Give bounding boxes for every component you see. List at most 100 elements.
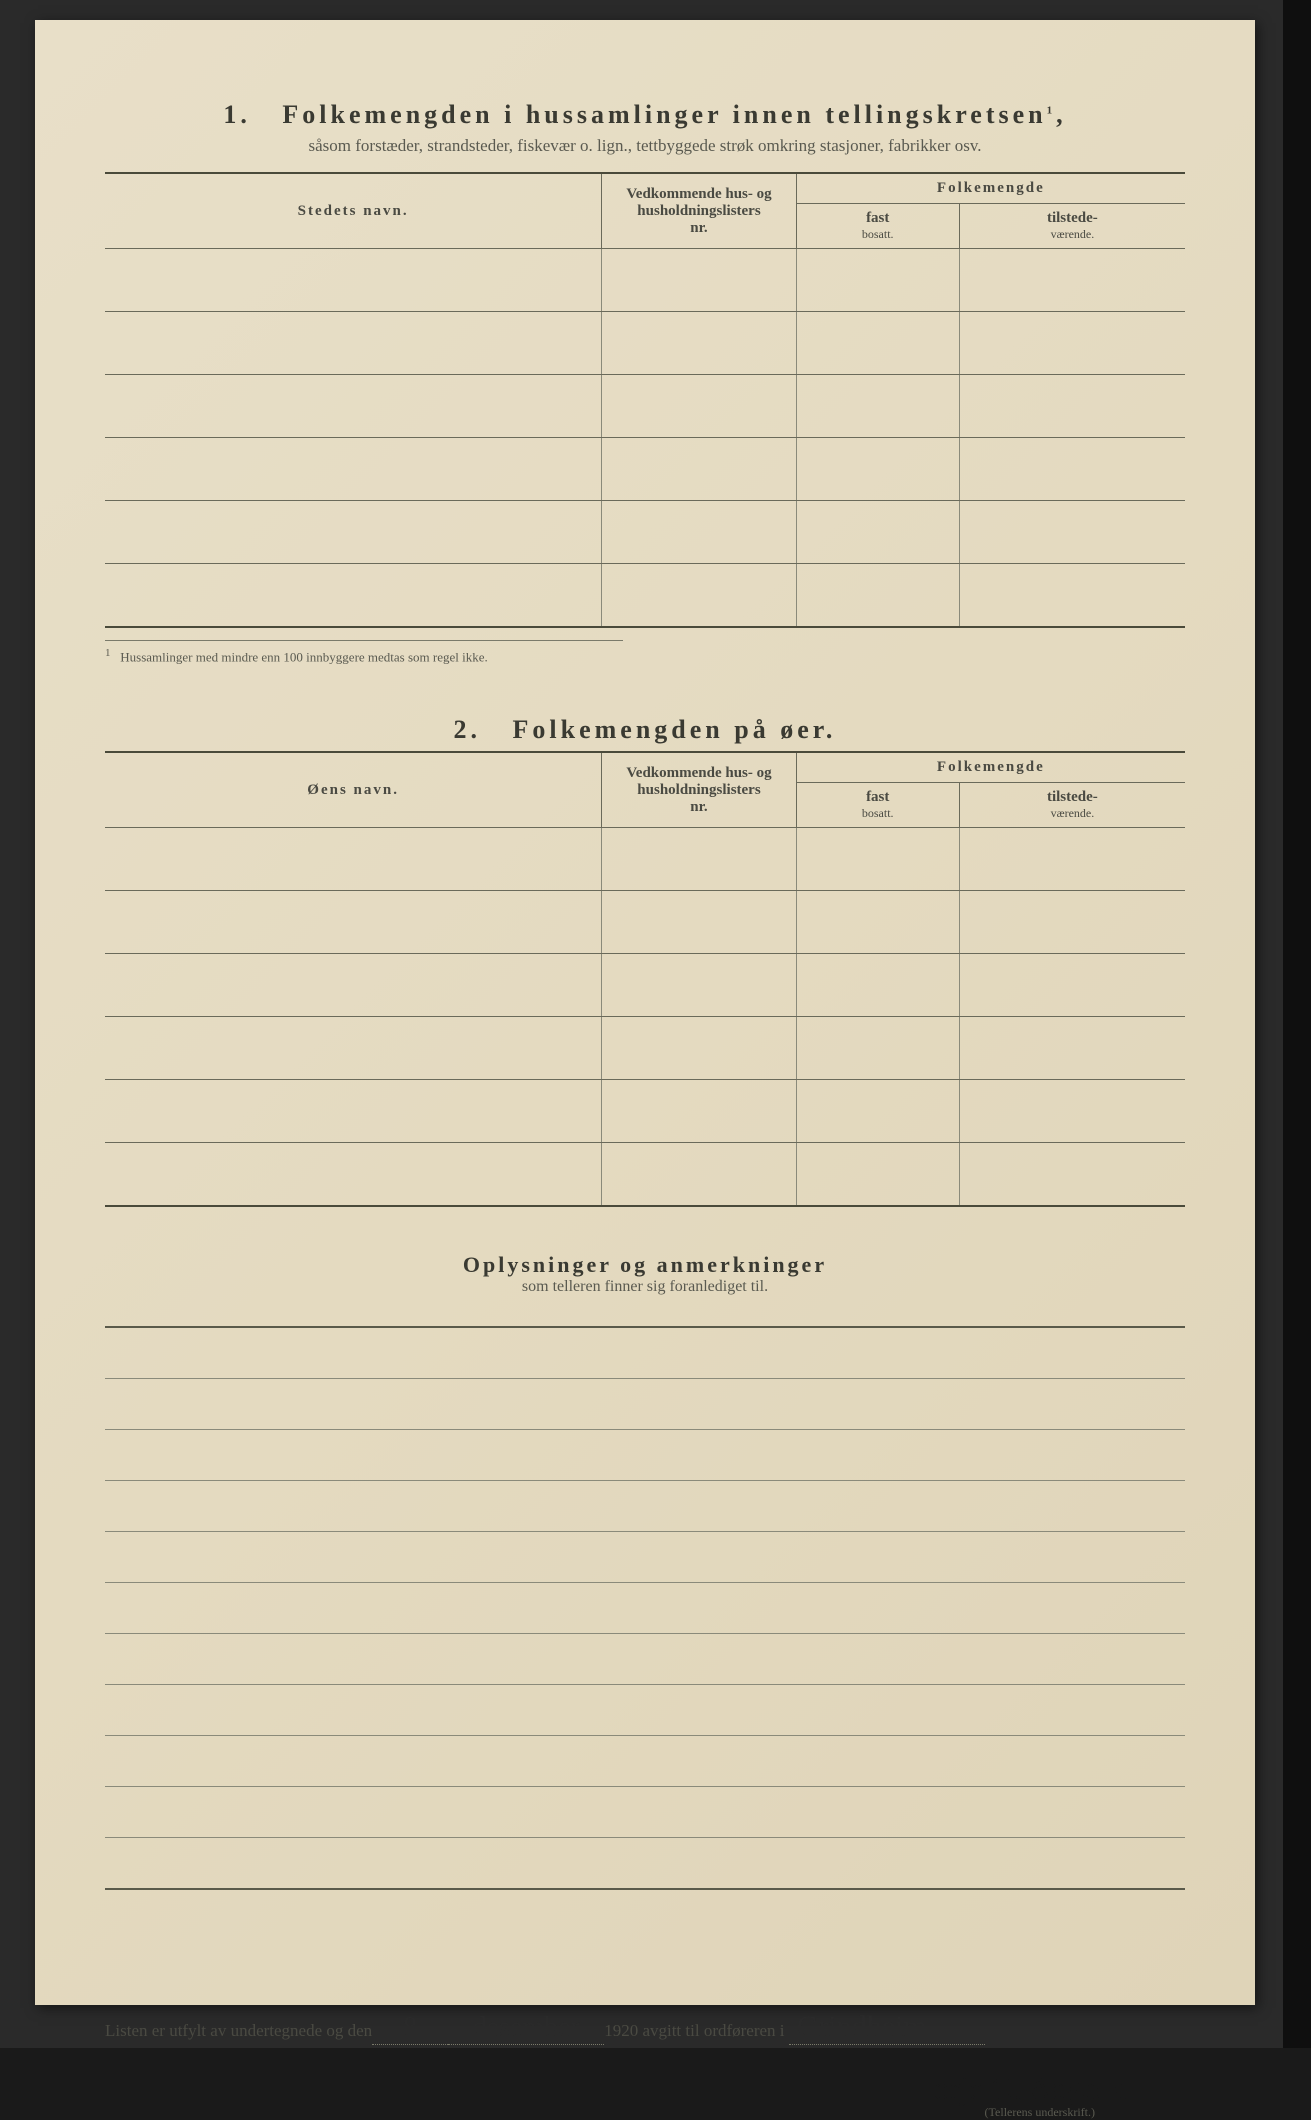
table-cell [796, 1143, 959, 1207]
table-cell [105, 828, 602, 891]
table-cell [105, 501, 602, 564]
section1-rows [105, 249, 1185, 628]
table-row [105, 375, 1185, 438]
section3-subtitle: som telleren finner sig foranlediget til… [105, 1278, 1185, 1296]
table-row [105, 312, 1185, 375]
section2-title: 2. Folkemengden på øer. [105, 715, 1185, 745]
table-cell [796, 1080, 959, 1143]
binding-edge [1283, 0, 1311, 2048]
table-row [105, 954, 1185, 1017]
s2-col-nr-l2: husholdningslisters [637, 782, 760, 798]
table-cell [105, 438, 602, 501]
signature-name: Torje O. Aagedal [105, 2070, 1185, 2107]
footnote-sup: 1 [105, 647, 111, 659]
s1-col-fast-s: bosatt. [805, 227, 951, 242]
section1-subtitle: såsom forstæder, strandsteder, fiskevær … [105, 136, 1185, 156]
section1-number: 1. [223, 100, 251, 129]
s2-col-nr-l3: nr. [690, 799, 707, 815]
s2-col-name: Øens navn. [105, 752, 602, 828]
section1-title-sup: 1 [1047, 104, 1057, 116]
s1-col-fast: fast bosatt. [796, 204, 959, 249]
table-cell [796, 564, 959, 628]
gap1 [105, 665, 1185, 715]
table-cell [602, 1143, 796, 1207]
table-cell [105, 1080, 602, 1143]
table-cell [105, 249, 602, 312]
ruled-line [105, 1838, 1185, 1888]
signature-under: (Tellerens underskrift.) [105, 2105, 1185, 2120]
s1-col-nr-l3: nr. [690, 220, 707, 236]
ruled-line [105, 1685, 1185, 1736]
table-cell [105, 954, 602, 1017]
s2-col-fast-t: fast [866, 789, 889, 805]
s1-col-til-s: værende. [968, 227, 1177, 242]
table-row [105, 1080, 1185, 1143]
table-row [105, 564, 1185, 628]
sig-month: desember [448, 2012, 604, 2045]
table-cell [602, 891, 796, 954]
table-cell [105, 312, 602, 375]
s1-col-nr-l1: Vedkommende hus- og [626, 186, 771, 202]
table-cell [959, 249, 1185, 312]
section2-title-text: Folkemengden på øer. [513, 715, 837, 744]
table-cell [959, 891, 1185, 954]
section2-number: 2. [454, 715, 482, 744]
table-cell [105, 375, 602, 438]
table-cell [959, 828, 1185, 891]
section3-lines [105, 1326, 1185, 1890]
table-cell [796, 828, 959, 891]
table-row [105, 501, 1185, 564]
table-row [105, 1017, 1185, 1080]
table-cell [105, 1017, 602, 1080]
ruled-line [105, 1634, 1185, 1685]
s2-col-fast: fast bosatt. [796, 783, 959, 828]
s1-col-til: tilstede- værende. [959, 204, 1185, 249]
table-cell [959, 1080, 1185, 1143]
table-row [105, 1143, 1185, 1207]
table-cell [959, 375, 1185, 438]
section2-rows [105, 828, 1185, 1207]
table-cell [105, 891, 602, 954]
table-cell [959, 1017, 1185, 1080]
table-cell [105, 1143, 602, 1207]
sig-place: Grindheim [789, 2010, 985, 2045]
table-row [105, 828, 1185, 891]
s2-col-nr: Vedkommende hus- og husholdningslisters … [602, 752, 796, 828]
sig-day: 8 [372, 2012, 448, 2045]
table-cell [796, 501, 959, 564]
ruled-line [105, 1736, 1185, 1787]
table-cell [959, 564, 1185, 628]
table-cell [602, 1080, 796, 1143]
table-cell [959, 438, 1185, 501]
table-cell [796, 249, 959, 312]
table-cell [959, 954, 1185, 1017]
table-cell [959, 1143, 1185, 1207]
ruled-line [105, 1532, 1185, 1583]
table-cell [796, 375, 959, 438]
table-cell [796, 891, 959, 954]
table-row [105, 438, 1185, 501]
table-cell [602, 828, 796, 891]
section1-title: 1. Folkemengden i hussamlinger innen tel… [105, 100, 1185, 130]
document-paper: 1. Folkemengden i hussamlinger innen tel… [35, 20, 1255, 2005]
section1-footnote: 1 Hussamlinger med mindre enn 100 innbyg… [105, 640, 623, 665]
s1-col-nr: Vedkommende hus- og husholdningslisters … [602, 173, 796, 249]
table-cell [602, 312, 796, 375]
sig-year-suffix: 1920 avgitt til ordføreren i [604, 2021, 784, 2041]
ruled-line [105, 1481, 1185, 1532]
s2-col-fast-s: bosatt. [805, 806, 951, 821]
section1-title-text: Folkemengden i hussamlinger innen tellin… [282, 100, 1046, 129]
s2-col-nr-l1: Vedkommende hus- og [626, 765, 771, 781]
s1-col-nr-l2: husholdningslisters [637, 203, 760, 219]
section3-title: Oplysninger og anmerkninger [105, 1252, 1185, 1278]
table-cell [105, 564, 602, 628]
table-cell [602, 501, 796, 564]
footnote-text: Hussamlinger med mindre enn 100 innbygge… [120, 649, 488, 664]
table-cell [959, 312, 1185, 375]
ruled-line [105, 1583, 1185, 1634]
s1-col-til-t: tilstede- [1047, 210, 1098, 226]
s2-col-folk: Folkemengde [796, 752, 1185, 783]
s2-col-til: tilstede- værende. [959, 783, 1185, 828]
signature-area: Listen er utfylt av undertegnede og den … [105, 2010, 1185, 2120]
ruled-line [105, 1328, 1185, 1379]
